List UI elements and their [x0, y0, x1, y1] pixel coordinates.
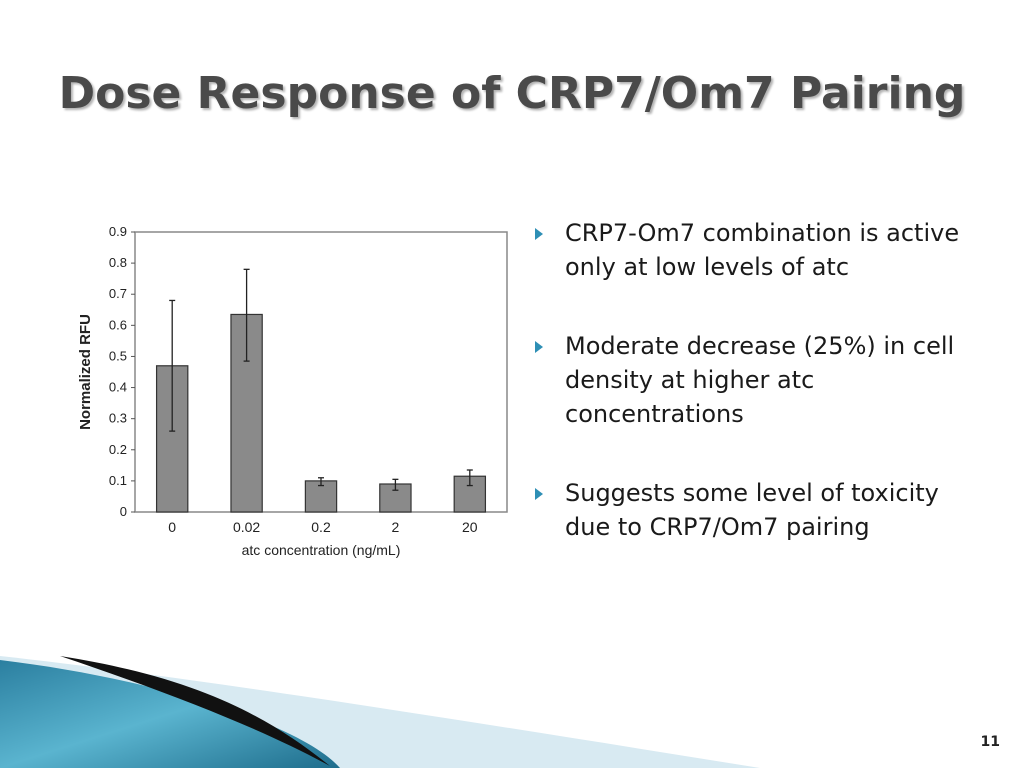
- bullet-text: Suggests some level of toxicity due to C…: [565, 479, 939, 541]
- x-tick-label: 0: [168, 519, 176, 535]
- plot-area: [134, 231, 508, 513]
- y-axis-label: Normalized RFU: [77, 314, 94, 430]
- bullet-item: Moderate decrease (25%) in cell density …: [535, 329, 975, 431]
- y-tick-label: 0.1: [109, 473, 127, 488]
- x-tick-label: 2: [392, 519, 400, 535]
- x-tick-label: 0.2: [311, 519, 331, 535]
- y-tick-label: 0.7: [109, 286, 127, 301]
- x-tick-label: 0.02: [233, 519, 260, 535]
- bullet-item: CRP7-Om7 combination is active only at l…: [535, 216, 975, 284]
- y-tick-label: 0.8: [109, 255, 127, 270]
- y-axis: 0 0.1 0.2 0.3 0.4 0.5 0.6 0.7 0.8 0.9: [109, 224, 135, 519]
- y-tick-label: 0: [120, 504, 127, 519]
- bullet-text: Moderate decrease (25%) in cell density …: [565, 332, 955, 428]
- x-axis: 0 0.02 0.2 2 20: [168, 519, 477, 535]
- y-tick-label: 0.9: [109, 224, 127, 239]
- bar-0.2: [304, 480, 338, 513]
- y-tick-label: 0.5: [109, 348, 127, 363]
- bar-0.02: [230, 313, 263, 513]
- y-tick-label: 0.3: [109, 411, 127, 426]
- y-tick-label: 0.6: [109, 317, 127, 332]
- page-number: 11: [980, 734, 1000, 750]
- arrow-bullet-icon: [535, 341, 543, 353]
- bars: [155, 268, 487, 513]
- bullet-item: Suggests some level of toxicity due to C…: [535, 476, 975, 544]
- decorative-swoosh: [0, 656, 760, 768]
- arrow-bullet-icon: [535, 488, 543, 500]
- slide-title: Dose Response of CRP7/Om7 Pairing: [58, 68, 966, 119]
- y-tick-label: 0.4: [109, 380, 127, 395]
- bullet-list: CRP7-Om7 combination is active only at l…: [535, 216, 975, 589]
- bar-chart: 0 0.1 0.2 0.3 0.4 0.5 0.6 0.7 0.8 0.9 0 0.02 0.2 2 20…: [70, 210, 520, 570]
- y-tick-label: 0.2: [109, 442, 127, 457]
- x-axis-label: atc concentration (ng/mL): [242, 542, 401, 558]
- arrow-bullet-icon: [535, 228, 543, 240]
- bullet-text: CRP7-Om7 combination is active only at l…: [565, 219, 960, 281]
- x-tick-label: 20: [462, 519, 478, 535]
- bar-chart-svg: 0 0.1 0.2 0.3 0.4 0.5 0.6 0.7 0.8 0.9 0 0.02 0.2 2 20…: [77, 224, 508, 558]
